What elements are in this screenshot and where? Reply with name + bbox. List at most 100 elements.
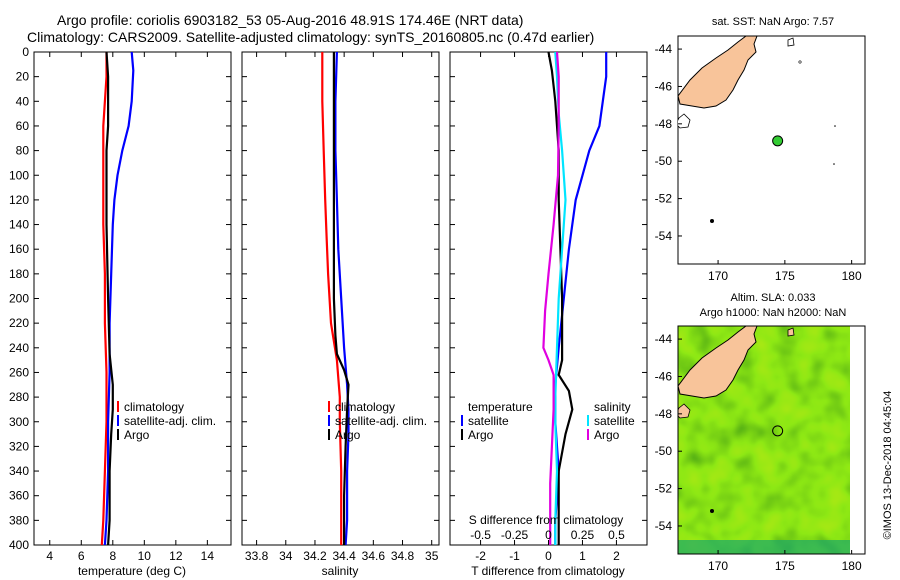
map-y-tick-label: -48 xyxy=(655,407,673,421)
sla-map-content xyxy=(678,326,865,554)
map-y-tick-label: -54 xyxy=(655,519,673,533)
y-tick-label: 400 xyxy=(9,538,29,552)
series-line-temperature-argo xyxy=(547,52,574,545)
legend-swatch-satellite xyxy=(117,415,119,426)
x-tick-label: 34.2 xyxy=(303,549,327,563)
map-y-tick-label: -50 xyxy=(655,154,673,168)
stewart-island xyxy=(678,403,691,419)
legend-swatch-climatology xyxy=(328,401,330,412)
sla-map-points xyxy=(772,425,784,437)
difference-panel xyxy=(449,51,648,546)
south-island-land xyxy=(678,326,758,399)
islet xyxy=(787,327,795,337)
legend-label-argo: Argo xyxy=(124,428,150,442)
y-tick-label: 140 xyxy=(9,218,29,232)
series-line-satellite-adj-clim- xyxy=(103,52,135,545)
legend-label-argo: Argo xyxy=(335,428,361,442)
map-y-tick-label: -54 xyxy=(655,229,673,243)
x-tick-label: 34 xyxy=(279,549,293,563)
y-tick-label: 80 xyxy=(16,144,30,158)
temperature-x-axis: 4 6 8 10 12 14 xyxy=(46,52,214,563)
s-tick-label: -0.5 xyxy=(470,528,491,542)
x-tick-label: -1 xyxy=(509,549,520,563)
s-tick-label: 0.5 xyxy=(608,528,625,542)
legend-label-s-satellite: satellite xyxy=(594,414,635,428)
y-tick-label: 360 xyxy=(9,489,29,503)
map-y-tick-label: -46 xyxy=(655,369,673,383)
temperature-xlabel: temperature (deg C) xyxy=(78,564,186,578)
series-line-satellite-adj-clim- xyxy=(334,52,350,545)
y-tick-label: 340 xyxy=(9,464,29,478)
sla-map-axes: 170 175 180 -44 -46 -48 -50 -52 -54 xyxy=(655,332,862,573)
y-tick-label: 120 xyxy=(9,193,29,207)
sst-map-content xyxy=(678,36,836,223)
legend-title-salinity: salinity xyxy=(594,400,631,414)
sst-map-axes: 170 175 180 -44 -46 -48 -50 -52 -54 xyxy=(655,42,862,283)
islet xyxy=(710,509,714,513)
x-tick-label: -2 xyxy=(475,549,486,563)
credit-text: ©IMOS 13-Dec-2018 04:45:04 xyxy=(882,391,894,540)
salinity-xlabel: salinity xyxy=(322,564,359,578)
x-tick-label: 6 xyxy=(78,549,85,563)
y-tick-label: 160 xyxy=(9,242,29,256)
sst-map-points xyxy=(772,135,784,147)
legend-label-t-argo: Argo xyxy=(468,428,494,442)
salinity-series xyxy=(321,52,350,545)
series-line-temperature-satellite xyxy=(554,52,608,545)
argo-location-marker xyxy=(772,425,784,437)
map-y-tick-label: -52 xyxy=(655,192,673,206)
sla-map-frame xyxy=(677,325,866,555)
legend-swatch-s-argo xyxy=(587,429,589,440)
difference-series xyxy=(542,52,608,545)
sla-map-title-2: Argo h1000: NaN h2000: NaN xyxy=(700,307,847,319)
x-tick-label: 14 xyxy=(201,549,215,563)
islet xyxy=(833,163,835,165)
map-y-tick-label: -52 xyxy=(655,482,673,496)
y-tick-label: 300 xyxy=(9,415,29,429)
title-line-1: Argo profile: coriolis 6903182_53 05-Aug… xyxy=(57,12,523,28)
salinity-legend: climatology satellite-adj. clim. Argo xyxy=(328,400,427,442)
series-line-climatology xyxy=(100,52,108,545)
difference-legend: temperature satellite Argo salinity sate… xyxy=(461,400,635,442)
y-tick-label: 100 xyxy=(9,168,29,182)
y-tick-label: 260 xyxy=(9,365,29,379)
stewart-island xyxy=(678,113,691,129)
x-tick-label: 35 xyxy=(425,549,439,563)
x-tick-label: 34.6 xyxy=(362,549,386,563)
south-island-land xyxy=(678,36,758,109)
y-tick-label: 220 xyxy=(9,316,29,330)
legend-swatch-satellite xyxy=(328,415,330,426)
temperature-panel xyxy=(33,51,232,546)
islet xyxy=(798,60,802,64)
temperature-legend: climatology satellite-adj. clim. Argo xyxy=(117,400,216,442)
y-tick-label: 200 xyxy=(9,292,29,306)
difference-x-axis: -2 -1 0 1 2 xyxy=(475,52,620,563)
x-tick-label: 4 xyxy=(46,549,53,563)
series-line-argo xyxy=(105,52,114,545)
islet xyxy=(834,125,836,127)
x-tick-label: 34.8 xyxy=(391,549,415,563)
x-tick-label: 1 xyxy=(579,549,586,563)
x-tick-label: 0 xyxy=(545,549,552,563)
map-x-tick-label: 175 xyxy=(775,269,795,283)
x-tick-label: 12 xyxy=(169,549,183,563)
map-y-tick-label: -44 xyxy=(655,42,673,56)
map-x-tick-label: 180 xyxy=(842,269,862,283)
legend-swatch-argo xyxy=(117,429,119,440)
y-tick-label: 180 xyxy=(9,267,29,281)
legend-label-satellite: satellite-adj. clim. xyxy=(124,414,216,428)
x-tick-label: 2 xyxy=(613,549,620,563)
s-tick-label: -0.25 xyxy=(501,528,529,542)
x-tick-label: 8 xyxy=(109,549,116,563)
y-tick-label: 380 xyxy=(9,513,29,527)
depth-axis: 0 20 40 60 80 100 120 140 160 180 200 220 240 260 280 3… xyxy=(9,45,647,552)
legend-label-climatology: climatology xyxy=(124,400,184,414)
x-tick-label: 10 xyxy=(138,549,152,563)
difference-xlabel: T difference from climatology xyxy=(471,564,625,578)
salinity-difference-axis: -0.5 -0.25 0 0.25 0.5 xyxy=(470,528,625,542)
islet xyxy=(787,37,795,47)
argo-location-marker xyxy=(772,135,784,147)
sla-no-data xyxy=(850,326,865,554)
legend-title-temperature: temperature xyxy=(468,400,533,414)
